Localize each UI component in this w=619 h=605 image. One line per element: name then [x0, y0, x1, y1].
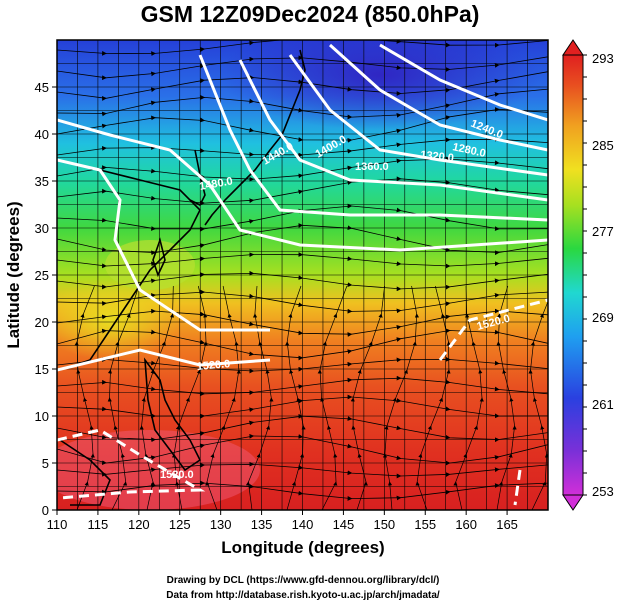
- streamline: [496, 285, 517, 510]
- streamline: [139, 285, 175, 510]
- y-tick-label: 40: [35, 127, 49, 142]
- y-tick-label: 35: [35, 174, 49, 189]
- contour-1520-b: [438, 298, 548, 361]
- contour-1520-d: [513, 469, 522, 506]
- contour-label-1360: 1360.0: [355, 161, 389, 173]
- y-axis-ticks: 0 5 10 15 20 25 30 35 40 45: [35, 80, 57, 518]
- coast-borneo: [59, 439, 111, 506]
- streamline: [57, 480, 548, 501]
- x-tick-label: 110: [47, 517, 68, 532]
- height-contours: [57, 43, 548, 506]
- contour-1240: [379, 43, 548, 122]
- y-tick-label: 25: [35, 268, 49, 283]
- coast-japan: [204, 49, 306, 226]
- streamline: [107, 285, 140, 510]
- colorbar-label-261: 261: [592, 397, 614, 412]
- streamline: [57, 223, 548, 256]
- contour-1320: [288, 54, 548, 177]
- streamline: [57, 136, 548, 158]
- colorbar-bar: [562, 54, 584, 496]
- x-tick-label: 130: [210, 517, 232, 532]
- contour-1480: [57, 158, 270, 332]
- colorbar-ticks: [583, 54, 587, 496]
- contour-label-1520-c: 1520.0: [160, 469, 194, 481]
- credit-data: Data from http://database.rish.kyoto-u.a…: [166, 590, 440, 601]
- streamline: [245, 285, 274, 510]
- x-tick-label: 160: [455, 517, 477, 532]
- contour-1400: [198, 54, 548, 222]
- chart-title: GSM 12Z09Dec2024 (850.0hPa): [141, 1, 480, 27]
- streamline: [57, 176, 548, 206]
- x-tick-label: 135: [251, 517, 273, 532]
- colorbar-label-293: 293: [592, 51, 614, 66]
- x-tick-label: 140: [292, 517, 314, 532]
- x-tick-label: 120: [128, 517, 150, 532]
- colorbar-label-253: 253: [592, 484, 614, 499]
- streamline: [350, 285, 385, 510]
- credit-drawing: Drawing by DCL (https://www.gfd-dennou.o…: [167, 575, 440, 586]
- contour-label-1520-a: 1520.0: [196, 358, 231, 373]
- streamline: [74, 285, 95, 510]
- y-tick-label: 45: [35, 80, 49, 95]
- x-axis-ticks: 110 115 120 125 130 135 140 145 150 155 160 165: [47, 510, 518, 532]
- streamline: [453, 285, 484, 510]
- streamline: [57, 156, 548, 182]
- streamline: [205, 285, 241, 510]
- streamline: [57, 40, 548, 56]
- y-tick-label: 20: [35, 315, 49, 330]
- streamline: [528, 300, 548, 510]
- colorbar: 293 285 277 269 261 253: [562, 39, 614, 511]
- colorbar-bottom-arrow: [562, 494, 584, 511]
- contour-1520-c: [57, 428, 206, 500]
- contour-label-1480: 1480.0: [198, 175, 233, 193]
- x-tick-label: 165: [496, 517, 518, 532]
- y-tick-label: 0: [42, 503, 49, 518]
- y-tick-label: 30: [35, 221, 49, 236]
- contour-1360: [238, 59, 548, 202]
- x-tick-label: 125: [169, 517, 191, 532]
- streamline: [57, 252, 548, 269]
- x-tick-label: 155: [414, 517, 436, 532]
- coast-philippines: [143, 357, 202, 472]
- contour-label-1320: 1320.0: [420, 149, 455, 164]
- coast-korea: [189, 149, 206, 207]
- x-tick-label: 150: [373, 517, 395, 532]
- x-axis-label: Longitude (degrees): [221, 538, 384, 557]
- colorbar-label-285: 285: [592, 138, 614, 153]
- x-tick-label: 145: [333, 517, 355, 532]
- colorbar-top-arrow: [562, 39, 584, 56]
- colorbar-label-277: 277: [592, 224, 614, 239]
- contour-1280: [328, 43, 548, 152]
- contour-1520-a: [57, 348, 271, 372]
- y-axis-label: Latitude (degrees): [4, 201, 23, 348]
- plot-area: 1240.0 1280.0 1320.0 1360.0 1400.0 1440.…: [57, 40, 548, 510]
- y-tick-label: 10: [35, 409, 49, 424]
- coastlines: [59, 49, 306, 506]
- contour-1440: [57, 118, 548, 252]
- y-tick-label: 15: [35, 362, 49, 377]
- streamline: [57, 270, 548, 292]
- streamline: [415, 285, 451, 510]
- streamline: [317, 285, 348, 510]
- colorbar-label-269: 269: [592, 310, 614, 325]
- x-tick-label: 115: [88, 517, 109, 532]
- coast-china: [59, 169, 201, 371]
- y-tick-label: 5: [42, 456, 49, 471]
- coast-taiwan: [152, 237, 166, 278]
- streamline: [285, 285, 306, 510]
- streamlines: [57, 40, 548, 510]
